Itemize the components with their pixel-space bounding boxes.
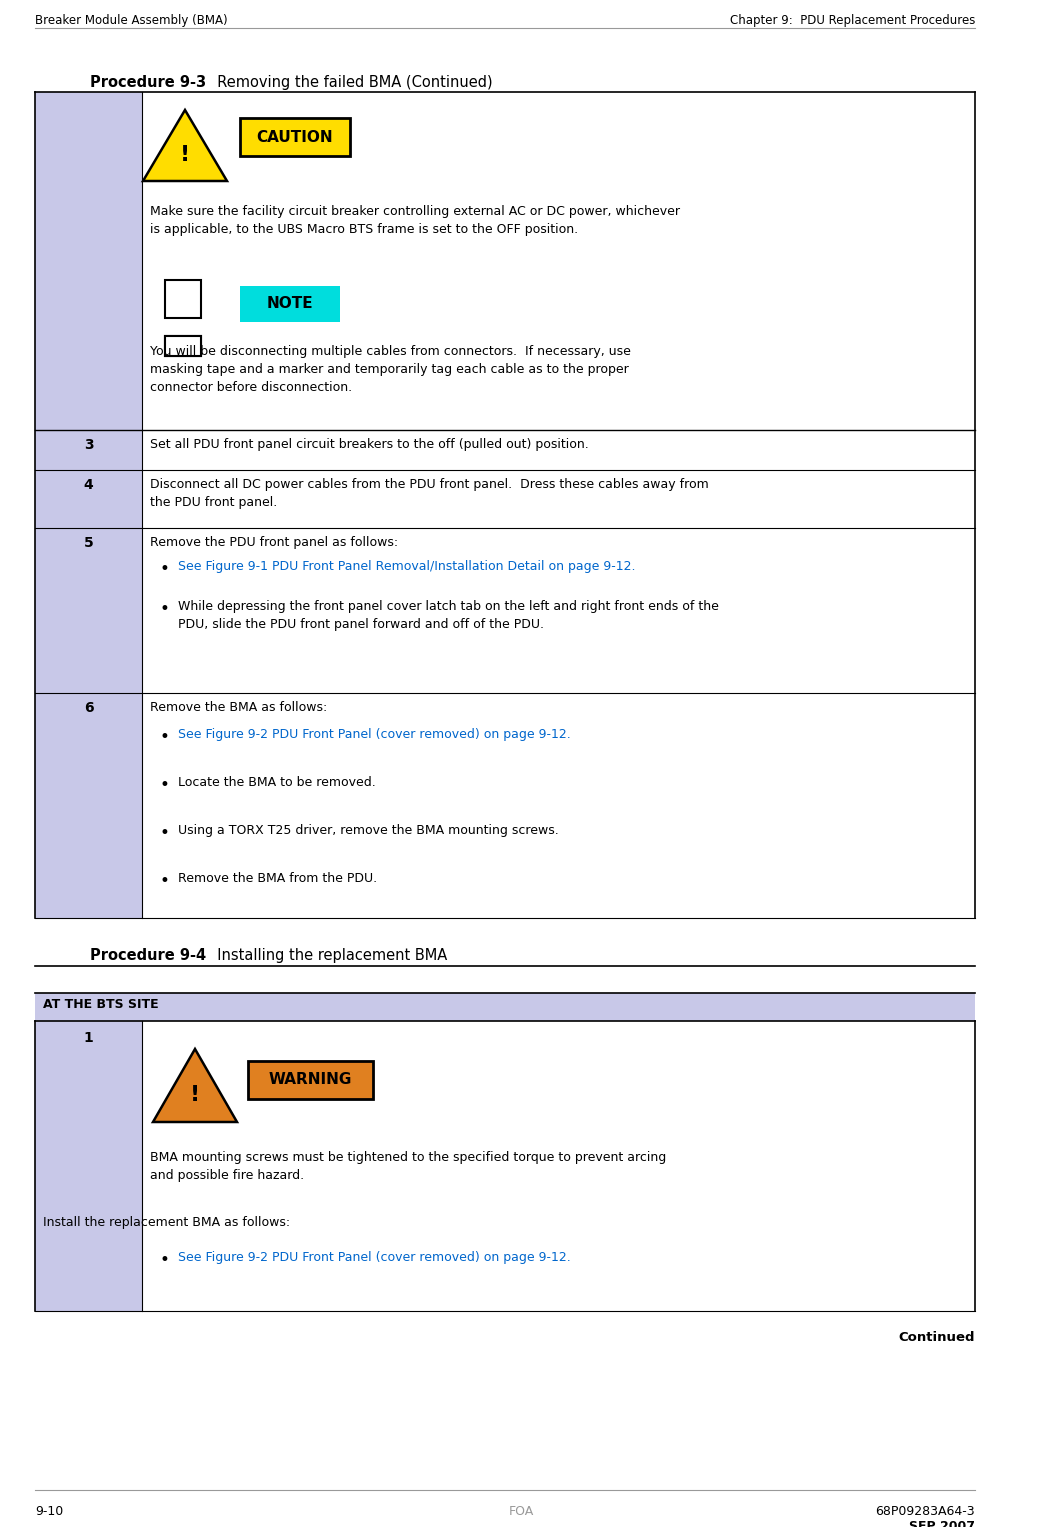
Polygon shape <box>143 110 227 182</box>
Text: •: • <box>160 600 170 618</box>
Text: •: • <box>160 1251 170 1269</box>
Text: Procedure 9-4: Procedure 9-4 <box>90 948 207 964</box>
Text: Installing the replacement BMA: Installing the replacement BMA <box>208 948 447 964</box>
Text: 3: 3 <box>83 438 93 452</box>
Bar <box>35 92 142 431</box>
Text: Disconnect all DC power cables from the PDU front panel.  Dress these cables awa: Disconnect all DC power cables from the … <box>150 478 709 508</box>
Text: 6: 6 <box>83 701 93 715</box>
Bar <box>35 470 142 528</box>
Text: 68P09283A64-3: 68P09283A64-3 <box>875 1506 975 1518</box>
Text: •: • <box>160 776 170 794</box>
Text: Continued: Continued <box>898 1332 975 1344</box>
Text: CAUTION: CAUTION <box>257 130 334 145</box>
Text: Remove the PDU front panel as follows:: Remove the PDU front panel as follows: <box>150 536 398 550</box>
Text: While depressing the front panel cover latch tab on the left and right front end: While depressing the front panel cover l… <box>178 600 719 631</box>
FancyBboxPatch shape <box>240 286 340 322</box>
Text: Make sure the facility circuit breaker controlling external AC or DC power, whic: Make sure the facility circuit breaker c… <box>150 205 680 237</box>
Text: •: • <box>160 872 170 890</box>
Text: Breaker Module Assembly (BMA): Breaker Module Assembly (BMA) <box>35 14 227 27</box>
Text: FOA: FOA <box>508 1506 534 1518</box>
Text: Procedure 9-3: Procedure 9-3 <box>90 75 207 90</box>
Bar <box>165 336 201 356</box>
Bar <box>165 336 201 356</box>
Text: You will be disconnecting multiple cables from connectors.  If necessary, use
ma: You will be disconnecting multiple cable… <box>150 345 631 394</box>
Text: 9-10: 9-10 <box>35 1506 64 1518</box>
Text: SEP 2007: SEP 2007 <box>909 1519 975 1527</box>
Text: Remove the BMA as follows:: Remove the BMA as follows: <box>150 701 328 715</box>
Text: WARNING: WARNING <box>269 1072 353 1087</box>
Bar <box>35 993 975 1022</box>
Text: •: • <box>160 825 170 841</box>
Text: AT THE BTS SITE: AT THE BTS SITE <box>43 999 159 1011</box>
Text: Using a TORX T25 driver, remove the BMA mounting screws.: Using a TORX T25 driver, remove the BMA … <box>178 825 559 837</box>
Text: NOTE: NOTE <box>267 296 313 312</box>
Text: •: • <box>160 560 170 579</box>
Text: See Figure 9-2 PDU Front Panel (cover removed) on page 9-12.: See Figure 9-2 PDU Front Panel (cover re… <box>178 1251 571 1264</box>
Text: •: • <box>160 728 170 747</box>
Text: Install the replacement BMA as follows:: Install the replacement BMA as follows: <box>43 1215 290 1229</box>
FancyBboxPatch shape <box>248 1061 373 1099</box>
Text: See Figure 9-1 PDU Front Panel Removal/Installation Detail on page 9-12.: See Figure 9-1 PDU Front Panel Removal/I… <box>178 560 635 573</box>
Text: !: ! <box>180 145 190 165</box>
Bar <box>35 693 142 918</box>
Text: Locate the BMA to be removed.: Locate the BMA to be removed. <box>178 776 375 789</box>
Bar <box>165 279 201 318</box>
Text: Set all PDU front panel circuit breakers to the off (pulled out) position.: Set all PDU front panel circuit breakers… <box>150 438 588 450</box>
Polygon shape <box>153 1049 237 1122</box>
Text: BMA mounting screws must be tightened to the specified torque to prevent arcing
: BMA mounting screws must be tightened to… <box>150 1151 666 1182</box>
Text: 4: 4 <box>83 478 94 492</box>
Text: Remove the BMA from the PDU.: Remove the BMA from the PDU. <box>178 872 378 886</box>
Text: 5: 5 <box>83 536 94 550</box>
Bar <box>35 431 142 470</box>
Bar <box>35 1022 142 1312</box>
Text: Chapter 9:  PDU Replacement Procedures: Chapter 9: PDU Replacement Procedures <box>730 14 975 27</box>
Text: Removing the failed BMA (Continued): Removing the failed BMA (Continued) <box>208 75 492 90</box>
Bar <box>35 528 142 693</box>
Text: 1: 1 <box>83 1031 94 1044</box>
Text: !: ! <box>190 1086 200 1106</box>
Text: See Figure 9-2 PDU Front Panel (cover removed) on page 9-12.: See Figure 9-2 PDU Front Panel (cover re… <box>178 728 571 741</box>
FancyBboxPatch shape <box>240 118 350 156</box>
